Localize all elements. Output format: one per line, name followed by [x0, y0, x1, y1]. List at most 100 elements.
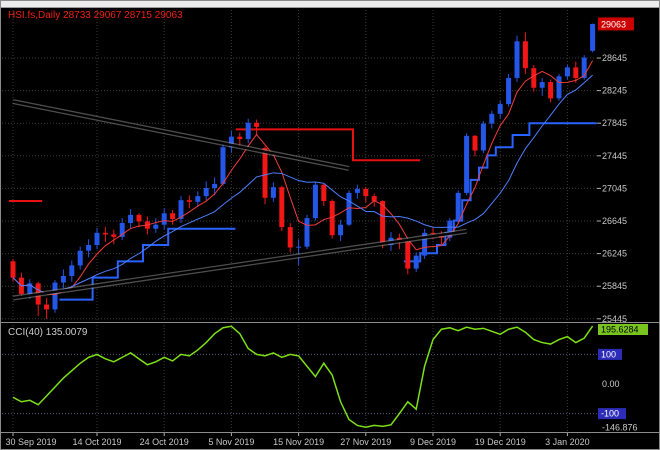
date-axis-label: 19 Dec 2019 [475, 437, 526, 447]
candle-body [69, 265, 75, 277]
candle-body [44, 304, 50, 310]
date-axis-label: 30 Sep 2019 [5, 437, 56, 447]
grid-layer [2, 10, 597, 432]
candle-body [10, 261, 16, 278]
candle-body [136, 214, 142, 222]
candle-body [262, 148, 268, 198]
candle-body [422, 232, 428, 256]
date-axis-label: 27 Nov 2019 [340, 437, 391, 447]
candle-body [212, 183, 218, 188]
cci-zero-label: 0.00 [602, 379, 620, 389]
ma-slow-line [12, 74, 593, 295]
candle-body [228, 136, 234, 148]
price-axis-label: 27045 [602, 183, 627, 193]
candle-body [237, 136, 243, 140]
price-axis[interactable]: 28645 28245 27845 27445 27045 26645 26245 25845… [597, 17, 634, 324]
candle-body [556, 76, 562, 99]
candle-body [363, 188, 369, 197]
date-axis-label: 14 Oct 2019 [72, 437, 121, 447]
candle-body [430, 232, 436, 234]
cci-level-badge [598, 408, 626, 420]
trendline[interactable] [12, 100, 350, 170]
price-pane[interactable] [9, 23, 597, 319]
candle-body [178, 200, 184, 219]
candle-body [27, 283, 33, 294]
candle-body [119, 223, 125, 237]
candle-body [86, 245, 92, 251]
candle-body [548, 82, 554, 99]
candle-body [195, 196, 201, 202]
candles-layer [10, 23, 596, 319]
cci-pane[interactable] [12, 325, 594, 428]
candle-body [380, 201, 386, 246]
candle-body [447, 220, 453, 238]
candle-body [111, 234, 117, 237]
date-axis-label: 15 Nov 2019 [273, 437, 324, 447]
cci-level-label: 100 [601, 349, 616, 359]
candle-body [371, 196, 377, 202]
candle-body [321, 184, 327, 202]
candle-body [312, 184, 318, 219]
candle-body [270, 187, 276, 198]
cci-min-label: -146.876 [602, 422, 638, 432]
candle-body [573, 67, 579, 78]
candle-body [346, 192, 352, 225]
candle-body [77, 250, 83, 266]
price-axis-label: 26645 [602, 216, 627, 226]
candle-body [531, 68, 537, 88]
chart-title-overlay: HSI.fs,Daily 28733 29067 28715 29063 [8, 10, 183, 21]
candle-body [102, 232, 108, 235]
ma-fast-line [12, 60, 594, 296]
candle-body [590, 23, 596, 51]
candle-body [245, 122, 251, 140]
candle-body [480, 123, 486, 151]
candle-body [514, 41, 520, 78]
trend-step-blue [403, 122, 597, 263]
trendline[interactable] [12, 230, 467, 300]
candle-body [472, 135, 478, 151]
candle-body [329, 201, 335, 236]
candle-body [94, 232, 100, 246]
candle-body [296, 246, 302, 248]
candle-body [497, 104, 503, 114]
candle-body [220, 147, 226, 184]
indicator-axis[interactable]: 195.6284 100 -100 0.00 -146.876 CCI(40) 135.0… [8, 324, 648, 432]
candle-body [506, 77, 512, 105]
price-axis-label: 25445 [602, 314, 627, 324]
date-axis-label: 24 Oct 2019 [140, 437, 189, 447]
date-axis-label: 9 Dec 2019 [410, 437, 456, 447]
candle-body [287, 227, 293, 248]
cci-value-badge [598, 324, 648, 335]
price-axis-label: 27845 [602, 118, 627, 128]
cci-line [12, 325, 594, 428]
date-axis-label: 5 Nov 2019 [208, 437, 254, 447]
candle-body [405, 241, 411, 269]
candle-body [539, 82, 545, 88]
candle-body [60, 276, 66, 283]
trend-step-red [235, 128, 421, 162]
candle-body [254, 122, 260, 127]
candle-body [203, 187, 209, 197]
price-axis-label: 27445 [602, 151, 627, 161]
indicator-title: CCI(40) 135.0079 [8, 327, 88, 338]
candle-body [128, 214, 134, 224]
candle-body [413, 255, 419, 269]
candle-body [186, 200, 192, 202]
cci-value-label: 195.6284 [601, 325, 639, 335]
price-axis-label: 28245 [602, 86, 627, 96]
candle-body [564, 67, 570, 77]
price-axis-label: 25845 [602, 281, 627, 291]
current-price-badge [598, 17, 634, 31]
candle-body [455, 192, 461, 221]
cci-level-label: -100 [601, 409, 619, 419]
candle-body [161, 213, 167, 225]
date-axis[interactable]: 30 Sep 2019 14 Oct 2019 24 Oct 2019 5 Nov 2… [5, 433, 590, 447]
candle-body [304, 218, 310, 247]
candle-body [354, 188, 360, 193]
cci-level-badge [598, 348, 622, 360]
toolbar-remnant [1, 1, 659, 8]
date-axis-label: 3 Jan 2020 [545, 437, 590, 447]
candle-body [522, 41, 528, 69]
